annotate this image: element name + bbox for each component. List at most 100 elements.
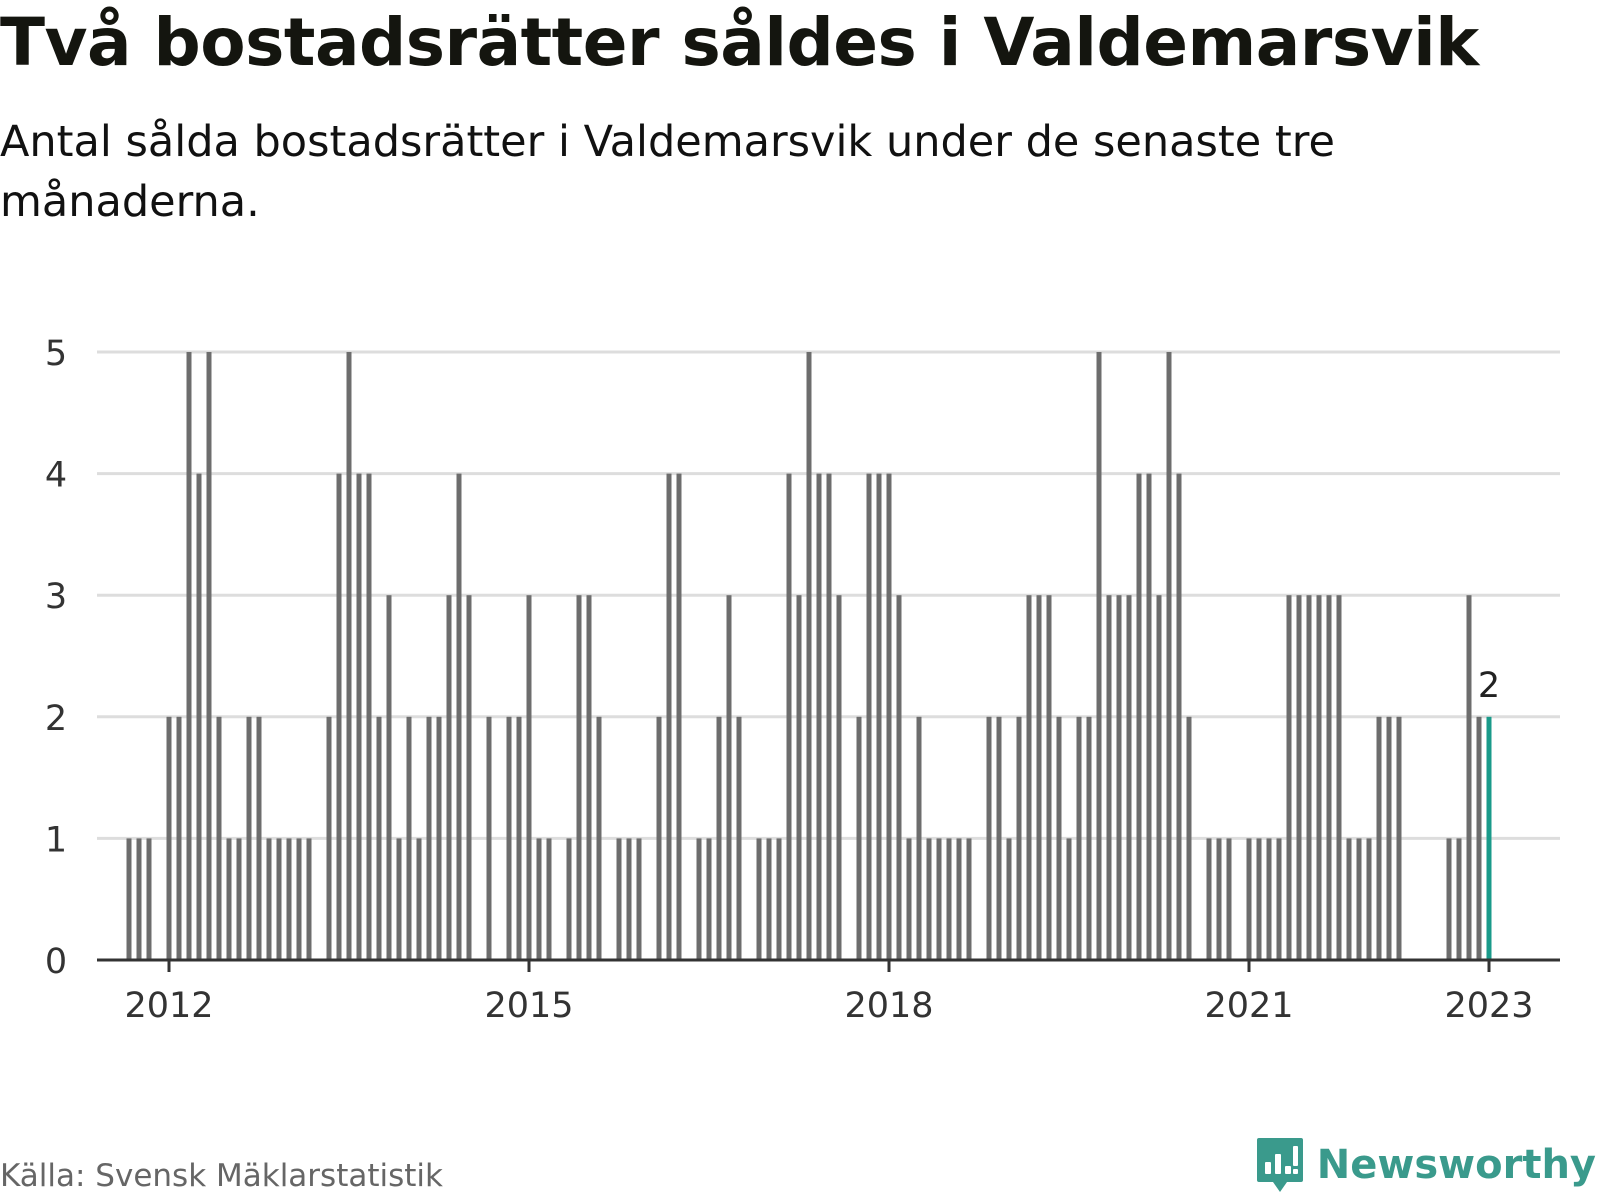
- bar: [446, 595, 452, 960]
- source-note: Källa: Svensk Mäklarstatistik: [0, 1158, 443, 1194]
- bar: [726, 595, 732, 960]
- bar: [1096, 352, 1102, 960]
- bar: [986, 716, 992, 960]
- bar: [936, 838, 942, 960]
- bar: [1206, 838, 1212, 960]
- bar: [326, 716, 332, 960]
- bar: [416, 838, 422, 960]
- bar: [166, 716, 172, 960]
- bar: [1076, 716, 1082, 960]
- bar: [1286, 595, 1292, 960]
- bar: [796, 595, 802, 960]
- bar: [756, 838, 762, 960]
- bar: [1346, 838, 1352, 960]
- bar: [346, 352, 352, 960]
- bar: [1466, 595, 1472, 960]
- bar: [896, 595, 902, 960]
- bar: [1036, 595, 1042, 960]
- bar: [1226, 838, 1232, 960]
- bar: [1326, 595, 1332, 960]
- bar: [916, 716, 922, 960]
- y-tick-label: 3: [45, 577, 67, 617]
- bar: [366, 473, 372, 960]
- bar: [906, 838, 912, 960]
- bar: [276, 838, 282, 960]
- bar: [426, 716, 432, 960]
- bar: [696, 838, 702, 960]
- bar: [706, 838, 712, 960]
- bar: [466, 595, 472, 960]
- x-tick-label: 2023: [1444, 986, 1533, 1026]
- bar: [616, 838, 622, 960]
- bar: [736, 716, 742, 960]
- bar: [486, 716, 492, 960]
- bar: [1376, 716, 1382, 960]
- bar: [1136, 473, 1142, 960]
- bar: [1166, 352, 1172, 960]
- bar: [576, 595, 582, 960]
- bar: [1396, 716, 1402, 960]
- bar: [236, 838, 242, 960]
- bar: [1266, 838, 1272, 960]
- bar: [1026, 595, 1032, 960]
- bar: [386, 595, 392, 960]
- bar: [996, 716, 1002, 960]
- x-tick-label: 2021: [1204, 986, 1293, 1026]
- bar: [786, 473, 792, 960]
- bar: [1296, 595, 1302, 960]
- bar-highlight: [1486, 716, 1492, 960]
- bar: [406, 716, 412, 960]
- bars: [126, 352, 1492, 960]
- bar: [1216, 838, 1222, 960]
- chart-subtitle: Antal sålda bostadsrätter i Valdemarsvik…: [0, 117, 1335, 227]
- bar: [926, 838, 932, 960]
- bar: [636, 838, 642, 960]
- bar: [506, 716, 512, 960]
- x-axis-ticks: 2012 2015 2018 2021 2023: [124, 960, 1534, 1026]
- bar: [126, 838, 132, 960]
- bar: [376, 716, 382, 960]
- bar: [716, 716, 722, 960]
- bar: [596, 716, 602, 960]
- bar: [1306, 595, 1312, 960]
- bar: [1256, 838, 1262, 960]
- bar: [1016, 716, 1022, 960]
- bar: [396, 838, 402, 960]
- y-tick-label: 4: [45, 456, 67, 496]
- bar: [566, 838, 572, 960]
- bar: [586, 595, 592, 960]
- brand[interactable]: Newsworthy: [1255, 1136, 1596, 1194]
- bar: [306, 838, 312, 960]
- y-tick-label: 2: [45, 699, 67, 739]
- bar: [776, 838, 782, 960]
- bar: [656, 716, 662, 960]
- bar: [826, 473, 832, 960]
- x-tick-label: 2018: [844, 986, 933, 1026]
- bar: [176, 716, 182, 960]
- bar: [336, 473, 342, 960]
- bar: [766, 838, 772, 960]
- bar: [1046, 595, 1052, 960]
- bar: [966, 838, 972, 960]
- bar: [1126, 595, 1132, 960]
- chart-title: Två bostadsrätter såldes i Valdemarsvik: [0, 4, 1479, 81]
- bar: [246, 716, 252, 960]
- newsworthy-logo-icon: [1256, 1138, 1303, 1192]
- bar: [886, 473, 892, 960]
- bar: [1366, 838, 1372, 960]
- bar: [296, 838, 302, 960]
- bar: [146, 838, 152, 960]
- bar: [206, 352, 212, 960]
- bar: [816, 473, 822, 960]
- bar: [186, 352, 192, 960]
- bar: [1336, 595, 1342, 960]
- bar: [1066, 838, 1072, 960]
- bar: [676, 473, 682, 960]
- x-tick-label: 2015: [484, 986, 573, 1026]
- bar: [1176, 473, 1182, 960]
- bar: [806, 352, 812, 960]
- bar: [1356, 838, 1362, 960]
- bar: [876, 473, 882, 960]
- y-axis-ticks: 0 1 2 3 4 5: [45, 334, 67, 982]
